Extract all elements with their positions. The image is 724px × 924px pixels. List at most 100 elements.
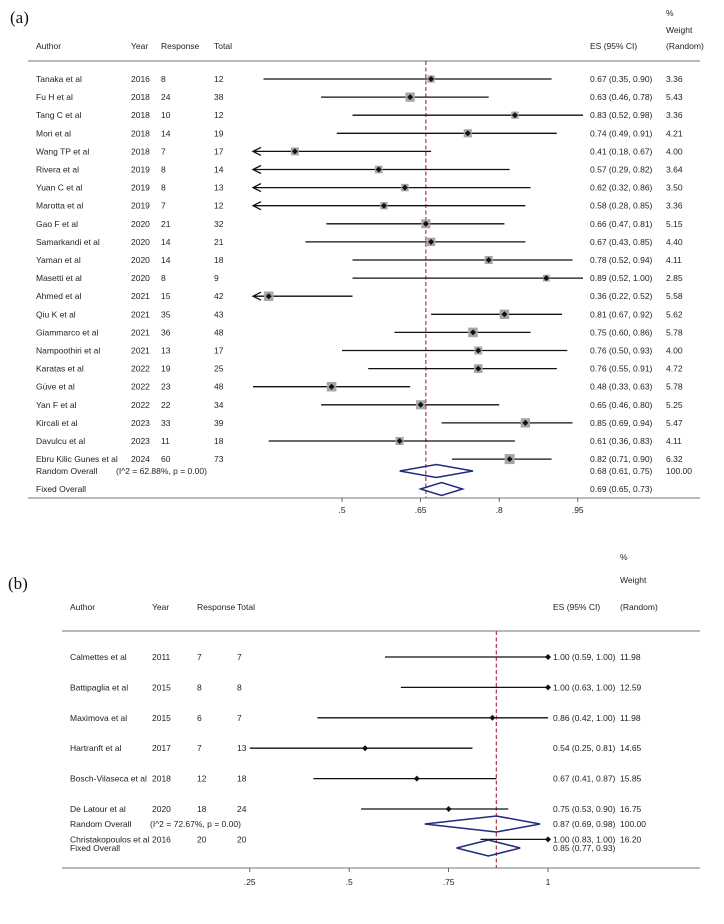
study-response: 19	[161, 364, 171, 374]
study-es-ci: 1.00 (0.63, 1.00)	[553, 682, 616, 692]
study-total: 39	[214, 418, 224, 428]
study-point-estimate	[501, 311, 508, 318]
fixed-overall-label: Fixed Overall	[70, 843, 120, 853]
study-year: 2011	[152, 652, 171, 662]
study-author: Wang TP et al	[36, 146, 89, 156]
study-total: 8	[237, 682, 242, 692]
study-author: Qiu K et al	[36, 309, 76, 319]
study-total: 7	[237, 652, 242, 662]
study-year: 2018	[131, 110, 150, 120]
study-response: 36	[161, 327, 171, 337]
panel-label: (b)	[8, 574, 28, 593]
study-weight: 11.98	[620, 652, 641, 662]
x-axis-tick-label: .5	[339, 505, 346, 515]
study-point-estimate	[470, 329, 476, 336]
study-response: 11	[161, 436, 170, 446]
fixed-overall-diamond	[456, 839, 521, 857]
study-response: 8	[161, 165, 166, 175]
study-weight: 4.11	[666, 436, 682, 446]
header-weight-random: (Random)	[666, 41, 704, 51]
study-year: 2020	[131, 219, 150, 229]
study-total: 9	[214, 273, 219, 283]
study-total: 17	[214, 146, 224, 156]
study-point-estimate	[407, 94, 414, 101]
study-total: 12	[214, 110, 224, 120]
study-author: Mori et al	[36, 128, 71, 138]
random-overall-es-ci: 0.68 (0.61, 0.75)	[590, 466, 653, 476]
header-total: Total	[214, 41, 232, 51]
study-year: 2020	[131, 237, 150, 247]
study-author: Samarkandi et al	[36, 237, 100, 247]
study-author: Yuan C et al	[36, 183, 82, 193]
study-total: 19	[214, 128, 224, 138]
study-year: 2020	[131, 273, 150, 283]
study-weight: 3.50	[666, 183, 683, 193]
study-total: 14	[214, 165, 224, 175]
study-year: 2018	[131, 128, 150, 138]
fixed-overall-diamond	[418, 481, 466, 497]
study-year: 2019	[131, 165, 150, 175]
study-es-ci: 0.67 (0.41, 0.87)	[553, 774, 616, 784]
header-response: Response	[197, 602, 236, 612]
study-es-ci: 0.78 (0.52, 0.94)	[590, 255, 653, 265]
study-year: 2016	[131, 74, 150, 84]
study-response: 8	[197, 682, 202, 692]
study-es-ci: 0.81 (0.67, 0.92)	[590, 309, 653, 319]
study-total: 24	[237, 804, 247, 814]
study-weight: 5.62	[666, 309, 683, 319]
study-response: 33	[161, 418, 171, 428]
random-overall-weight: 100.00	[620, 819, 646, 829]
study-year: 2015	[152, 682, 171, 692]
random-overall-weight: 100.00	[666, 466, 692, 476]
study-year: 2019	[131, 201, 150, 211]
study-total: 18	[214, 436, 224, 446]
study-es-ci: 0.76 (0.50, 0.93)	[590, 346, 653, 356]
study-weight: 5.78	[666, 327, 683, 337]
study-point-estimate	[375, 166, 382, 173]
study-total: 42	[214, 291, 224, 301]
study-year: 2020	[152, 804, 171, 814]
study-es-ci: 0.57 (0.29, 0.82)	[590, 165, 653, 175]
truncated-ci-arrow	[251, 201, 262, 211]
study-total: 13	[214, 183, 224, 193]
random-overall-label: Random Overall	[36, 466, 98, 476]
header-weight-percent: %	[666, 8, 674, 18]
truncated-ci-arrow	[251, 291, 262, 301]
study-author: Rivera et al	[36, 165, 79, 175]
study-year: 2021	[131, 327, 150, 337]
study-point-estimate	[413, 775, 420, 782]
study-total: 48	[214, 327, 224, 337]
study-author: Nampoothiri et al	[36, 346, 100, 356]
study-weight: 4.72	[666, 364, 683, 374]
study-year: 2022	[131, 382, 150, 392]
study-point-estimate	[464, 130, 471, 137]
study-point-estimate	[475, 347, 482, 354]
random-overall-diamond	[399, 463, 474, 479]
study-year: 2023	[131, 418, 150, 428]
study-author: Maximova et al	[70, 713, 127, 723]
study-es-ci: 0.75 (0.60, 0.86)	[590, 327, 653, 337]
study-es-ci: 0.74 (0.49, 0.91)	[590, 128, 653, 138]
study-point-estimate	[396, 438, 403, 444]
study-es-ci: 0.66 (0.47, 0.81)	[590, 219, 653, 229]
study-year: 2016	[152, 834, 171, 844]
study-point-estimate	[511, 112, 518, 119]
study-point-estimate	[380, 202, 387, 209]
study-response: 8	[161, 183, 166, 193]
header-year: Year	[152, 602, 169, 612]
study-point-estimate	[417, 401, 424, 408]
study-point-estimate	[543, 275, 550, 282]
study-weight: 3.36	[666, 110, 683, 120]
study-author: Yaman et al	[36, 255, 81, 265]
study-es-ci: 0.86 (0.42, 1.00)	[553, 713, 616, 723]
study-weight: 5.78	[666, 382, 683, 392]
x-axis-tick-label: .25	[244, 877, 256, 887]
study-point-estimate	[545, 654, 552, 660]
study-point-estimate	[475, 365, 482, 372]
study-author: Kircali et al	[36, 418, 78, 428]
study-total: 12	[214, 201, 224, 211]
x-axis-tick-label: .95	[572, 505, 584, 515]
header-author: Author	[36, 41, 61, 51]
study-response: 22	[161, 400, 171, 410]
